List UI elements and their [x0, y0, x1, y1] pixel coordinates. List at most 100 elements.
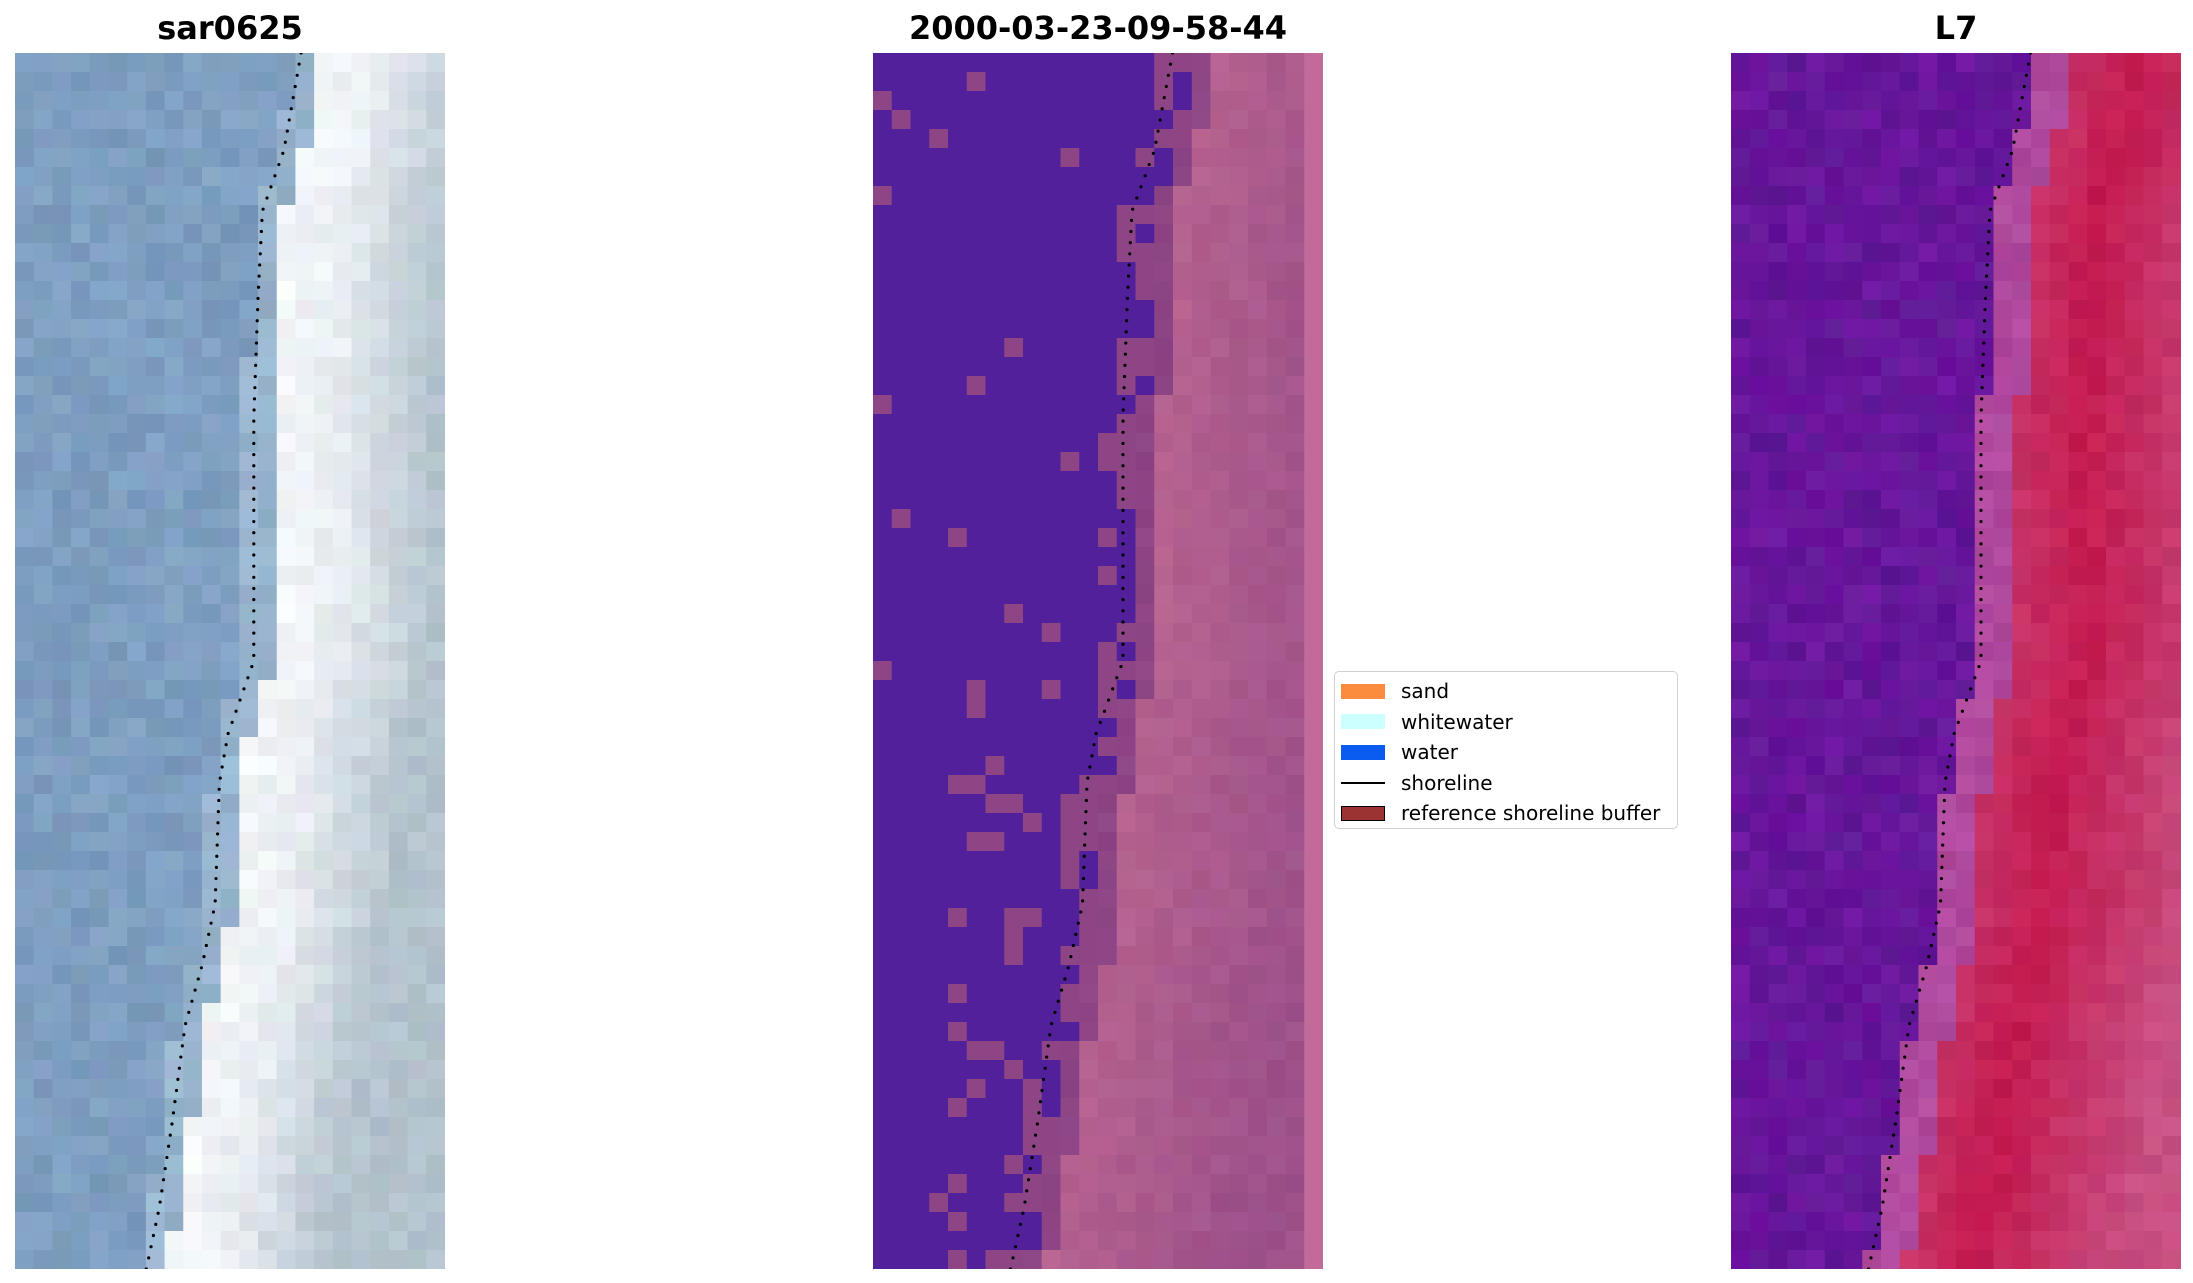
- rgb-pixel: [276, 110, 297, 130]
- rgb-pixel: [52, 737, 72, 757]
- rgb-pixel: [52, 889, 72, 909]
- rgb-pixel: [370, 756, 390, 776]
- mndwi-pixel: [1731, 395, 1751, 415]
- classified-pixel: [1116, 186, 1137, 206]
- rgb-pixel: [15, 965, 35, 985]
- classified-pixel: [1266, 832, 1287, 852]
- shoreline-point: [2016, 118, 2020, 122]
- rgb-pixel: [388, 1231, 409, 1251]
- classified-pixel: [891, 1174, 912, 1194]
- classified-pixel: [1304, 813, 1323, 833]
- mndwi-pixel: [1862, 946, 1882, 966]
- mndwi-pixel: [1806, 1212, 1826, 1232]
- shoreline-point: [1984, 285, 1988, 289]
- mndwi-pixel: [1787, 851, 1807, 871]
- rgb-pixel: [239, 946, 259, 966]
- mndwi-pixel: [2087, 1250, 2107, 1269]
- rgb-pixel: [164, 1193, 184, 1213]
- classified-pixel: [1154, 1136, 1174, 1156]
- rgb-pixel: [351, 775, 371, 795]
- mndwi-pixel: [1749, 965, 1770, 985]
- classified-pixel: [891, 262, 912, 282]
- rgb-pixel: [71, 1003, 91, 1023]
- rgb-pixel: [52, 1231, 72, 1251]
- classified-pixel: [1304, 338, 1323, 358]
- mndwi-pixel: [2087, 1003, 2107, 1023]
- mndwi-pixel: [2068, 832, 2088, 852]
- mndwi-pixel: [1956, 1060, 1976, 1080]
- rgb-pixel: [295, 1212, 315, 1232]
- classified-pixel: [873, 205, 893, 225]
- mndwi-pixel: [2087, 946, 2107, 966]
- shoreline-point: [252, 531, 256, 535]
- mndwi-pixel: [1768, 908, 1788, 928]
- mndwi-pixel: [1824, 1212, 1845, 1232]
- mndwi-pixel: [2106, 414, 2126, 434]
- rgb-pixel: [15, 756, 35, 776]
- rgb-pixel: [295, 585, 315, 605]
- classified-pixel: [1060, 1060, 1080, 1080]
- rgb-pixel: [33, 1193, 53, 1213]
- rgb-pixel: [33, 129, 53, 149]
- mndwi-pixel: [2124, 965, 2145, 985]
- rgb-pixel: [388, 471, 409, 491]
- rgb-pixel: [52, 1041, 72, 1061]
- classified-pixel: [1060, 262, 1080, 282]
- mndwi-pixel: [2162, 186, 2181, 206]
- classified-pixel: [1191, 1231, 1212, 1251]
- classified-pixel: [1248, 243, 1268, 263]
- shoreline-point: [1021, 1211, 1025, 1215]
- rgb-pixel: [276, 604, 297, 624]
- mndwi-pixel: [2068, 1155, 2088, 1175]
- mndwi-pixel: [2162, 1155, 2181, 1175]
- mndwi-pixel: [1862, 376, 1882, 396]
- rgb-pixel: [239, 1174, 259, 1194]
- classified-pixel: [1060, 965, 1080, 985]
- rgb-pixel: [183, 1193, 203, 1213]
- mndwi-pixel: [2049, 281, 2070, 301]
- rgb-pixel: [351, 414, 371, 434]
- mndwi-pixel: [1731, 908, 1751, 928]
- rgb-pixel: [164, 984, 184, 1004]
- rgb-pixel: [276, 965, 297, 985]
- classified-pixel: [1135, 642, 1155, 662]
- rgb-pixel: [258, 1193, 278, 1213]
- classified-pixel: [1248, 737, 1268, 757]
- rgb-pixel: [388, 395, 409, 415]
- mndwi-pixel: [1993, 186, 2013, 206]
- rgb-image: [15, 53, 445, 1269]
- classified-pixel: [1285, 1098, 1305, 1118]
- classified-pixel: [1079, 53, 1099, 73]
- classified-pixel: [985, 680, 1005, 700]
- rgb-pixel: [314, 319, 334, 339]
- mndwi-pixel: [2012, 1155, 2032, 1175]
- rgb-pixel: [351, 433, 371, 453]
- classified-pixel: [1004, 661, 1024, 681]
- rgb-pixel: [314, 148, 334, 168]
- mndwi-pixel: [1862, 414, 1882, 434]
- rgb-pixel: [332, 1250, 353, 1269]
- shoreline-point: [1979, 508, 1983, 512]
- rgb-pixel: [370, 680, 390, 700]
- classified-pixel: [1191, 832, 1212, 852]
- rgb-pixel: [89, 908, 110, 928]
- rgb-pixel: [407, 699, 427, 719]
- rgb-pixel: [258, 167, 278, 187]
- mndwi-pixel: [1899, 414, 1920, 434]
- shoreline-point: [253, 374, 257, 379]
- classified-pixel: [1154, 281, 1174, 301]
- rgb-pixel: [314, 965, 334, 985]
- rgb-pixel: [388, 167, 409, 187]
- shoreline-point: [224, 743, 228, 747]
- rgb-pixel: [127, 547, 147, 567]
- mndwi-pixel: [2162, 319, 2181, 339]
- rgb-pixel: [127, 72, 147, 92]
- mndwi-pixel: [2049, 338, 2070, 358]
- classified-pixel: [1248, 1250, 1268, 1269]
- classified-pixel: [873, 224, 893, 244]
- classified-pixel: [1154, 1174, 1174, 1194]
- rgb-pixel: [33, 91, 53, 111]
- shoreline-point: [1980, 397, 1984, 401]
- classified-pixel: [1191, 1079, 1212, 1099]
- classified-pixel: [891, 243, 912, 263]
